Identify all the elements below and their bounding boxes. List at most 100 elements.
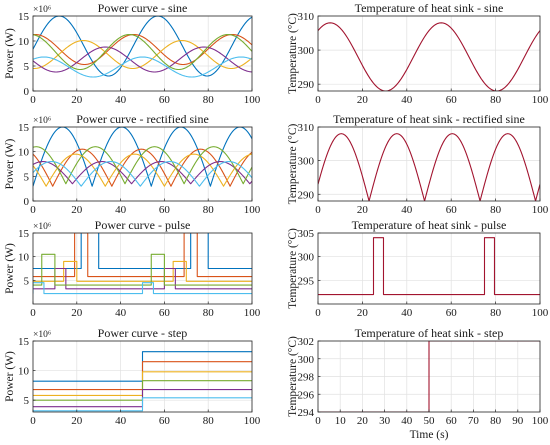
series-group bbox=[33, 233, 252, 295]
chart-title: Power curve - step bbox=[98, 326, 188, 340]
x-axis-label: Time (s) bbox=[410, 429, 449, 441]
x-tick-label: 80 bbox=[490, 415, 502, 427]
x-tick-label: 40 bbox=[115, 307, 127, 319]
x-tick-label: 60 bbox=[159, 94, 171, 106]
chart-title: Power curve - sine bbox=[98, 1, 188, 15]
axes-box bbox=[317, 15, 541, 92]
x-tick-label: 0 bbox=[315, 204, 321, 216]
x-tick-label: 0 bbox=[30, 415, 36, 427]
y-tick-label: 302 bbox=[298, 336, 315, 348]
x-tick-label: 80 bbox=[490, 307, 502, 319]
x-tick-label: 100 bbox=[532, 307, 549, 319]
chart-p3: 0 20 40 60 80 100 0 5 10 15 Power curve - rectifie… bbox=[4, 112, 261, 216]
series-line-2 bbox=[33, 233, 252, 278]
chart-p1: 0 20 40 60 80 100 0 5 10 15 Power curve - sine ×10⁶… bbox=[4, 1, 261, 106]
x-tick-label: 40 bbox=[115, 415, 127, 427]
x-tick-label: 60 bbox=[446, 94, 458, 106]
y-tick-label: 296 bbox=[298, 389, 315, 401]
y-tick-label: 300 bbox=[298, 252, 315, 264]
y-tick-label: 310 bbox=[298, 122, 315, 134]
axis-exponent: ×10⁶ bbox=[33, 5, 51, 15]
x-tick-label: 0 bbox=[30, 94, 36, 106]
x-tick-label: 40 bbox=[401, 415, 413, 427]
chart-p6: 0 20 40 60 80 100 295 300 305 Temperature of heat… bbox=[287, 218, 549, 319]
series-line-1 bbox=[318, 133, 540, 201]
x-tick-label: 80 bbox=[203, 415, 215, 427]
series-line-3 bbox=[33, 260, 252, 282]
series-group bbox=[33, 351, 252, 412]
series-line-6 bbox=[33, 397, 252, 412]
y-axis-label: Power (W) bbox=[4, 243, 16, 294]
x-tick-label: 20 bbox=[357, 307, 369, 319]
x-tick-label: 40 bbox=[401, 94, 413, 106]
y-tick-label: 298 bbox=[298, 372, 315, 384]
y-tick-label: 300 bbox=[298, 354, 315, 366]
x-tick-label: 100 bbox=[244, 204, 261, 216]
series-line-4 bbox=[33, 160, 252, 185]
x-tick-label: 60 bbox=[446, 204, 458, 216]
y-axis-label: Temperature (°C) bbox=[287, 228, 299, 309]
y-tick-label: 15 bbox=[18, 11, 30, 23]
x-tick-label: 100 bbox=[532, 204, 549, 216]
y-tick-label: 5 bbox=[24, 275, 30, 287]
x-tick-label: 20 bbox=[357, 415, 369, 427]
y-tick-label: 10 bbox=[18, 252, 30, 264]
y-tick-label: 15 bbox=[18, 336, 30, 348]
x-tick-label: 80 bbox=[490, 204, 502, 216]
axes-box bbox=[32, 126, 253, 202]
x-tick-label: 40 bbox=[115, 94, 127, 106]
axis-exponent: ×10⁶ bbox=[33, 116, 51, 126]
x-tick-label: 100 bbox=[532, 415, 549, 427]
x-tick-label: 50 bbox=[424, 415, 436, 427]
x-tick-label: 20 bbox=[357, 204, 369, 216]
x-tick-label: 90 bbox=[512, 415, 524, 427]
axis-exponent: ×10⁶ bbox=[33, 330, 51, 340]
y-tick-label: 295 bbox=[298, 275, 315, 287]
x-tick-label: 100 bbox=[244, 307, 261, 319]
series-group bbox=[318, 22, 540, 91]
y-tick-label: 290 bbox=[298, 189, 315, 201]
series-line-5 bbox=[33, 146, 252, 185]
chart-title: Power curve - pulse bbox=[95, 218, 191, 232]
y-tick-label: 10 bbox=[18, 147, 30, 159]
series-line-6 bbox=[33, 56, 252, 78]
y-tick-label: 300 bbox=[298, 156, 315, 168]
x-tick-label: 80 bbox=[203, 204, 215, 216]
series-line-6 bbox=[33, 282, 252, 295]
y-tick-label: 294 bbox=[298, 407, 315, 419]
x-tick-label: 20 bbox=[357, 94, 369, 106]
y-axis-label: Temperature (°C) bbox=[287, 336, 299, 417]
series-line-2 bbox=[33, 148, 252, 187]
y-axis-label: Temperature (°C) bbox=[287, 123, 299, 204]
axes-box bbox=[32, 232, 253, 305]
y-axis-label: Power (W) bbox=[4, 138, 16, 189]
chart-title: Temperature of heat sink - step bbox=[355, 326, 504, 340]
chart-title: Temperature of heat sink - rectified sin… bbox=[333, 112, 525, 126]
x-tick-label: 100 bbox=[244, 415, 261, 427]
x-tick-label: 60 bbox=[159, 415, 171, 427]
series-line-2 bbox=[33, 33, 252, 66]
series-line-1 bbox=[33, 16, 252, 77]
x-tick-label: 60 bbox=[446, 307, 458, 319]
x-tick-label: 20 bbox=[71, 307, 83, 319]
x-tick-label: 60 bbox=[446, 415, 458, 427]
x-tick-label: 20 bbox=[71, 415, 83, 427]
series-group bbox=[33, 127, 252, 187]
x-tick-label: 80 bbox=[490, 94, 502, 106]
chart-p5: 0 20 40 60 80 100 5 10 15 Power curve - pulse ×10⁶… bbox=[4, 218, 261, 319]
x-tick-label: 100 bbox=[244, 94, 261, 106]
series-group bbox=[33, 16, 252, 78]
x-tick-label: 0 bbox=[30, 307, 36, 319]
series-group bbox=[318, 237, 540, 296]
chart-title: Power curve - rectified sine bbox=[76, 112, 209, 126]
y-tick-label: 300 bbox=[298, 45, 315, 57]
series-line-6 bbox=[33, 160, 252, 187]
series-line-3 bbox=[33, 39, 252, 70]
y-tick-label: 290 bbox=[298, 79, 315, 91]
series-line-1 bbox=[318, 237, 540, 296]
x-tick-label: 0 bbox=[315, 307, 321, 319]
y-tick-label: 310 bbox=[298, 11, 315, 23]
x-tick-label: 80 bbox=[203, 307, 215, 319]
x-tick-label: 10 bbox=[335, 415, 347, 427]
chart-p4: 0 20 40 60 80 100 290 300 310 Temperature of heat… bbox=[287, 112, 549, 216]
